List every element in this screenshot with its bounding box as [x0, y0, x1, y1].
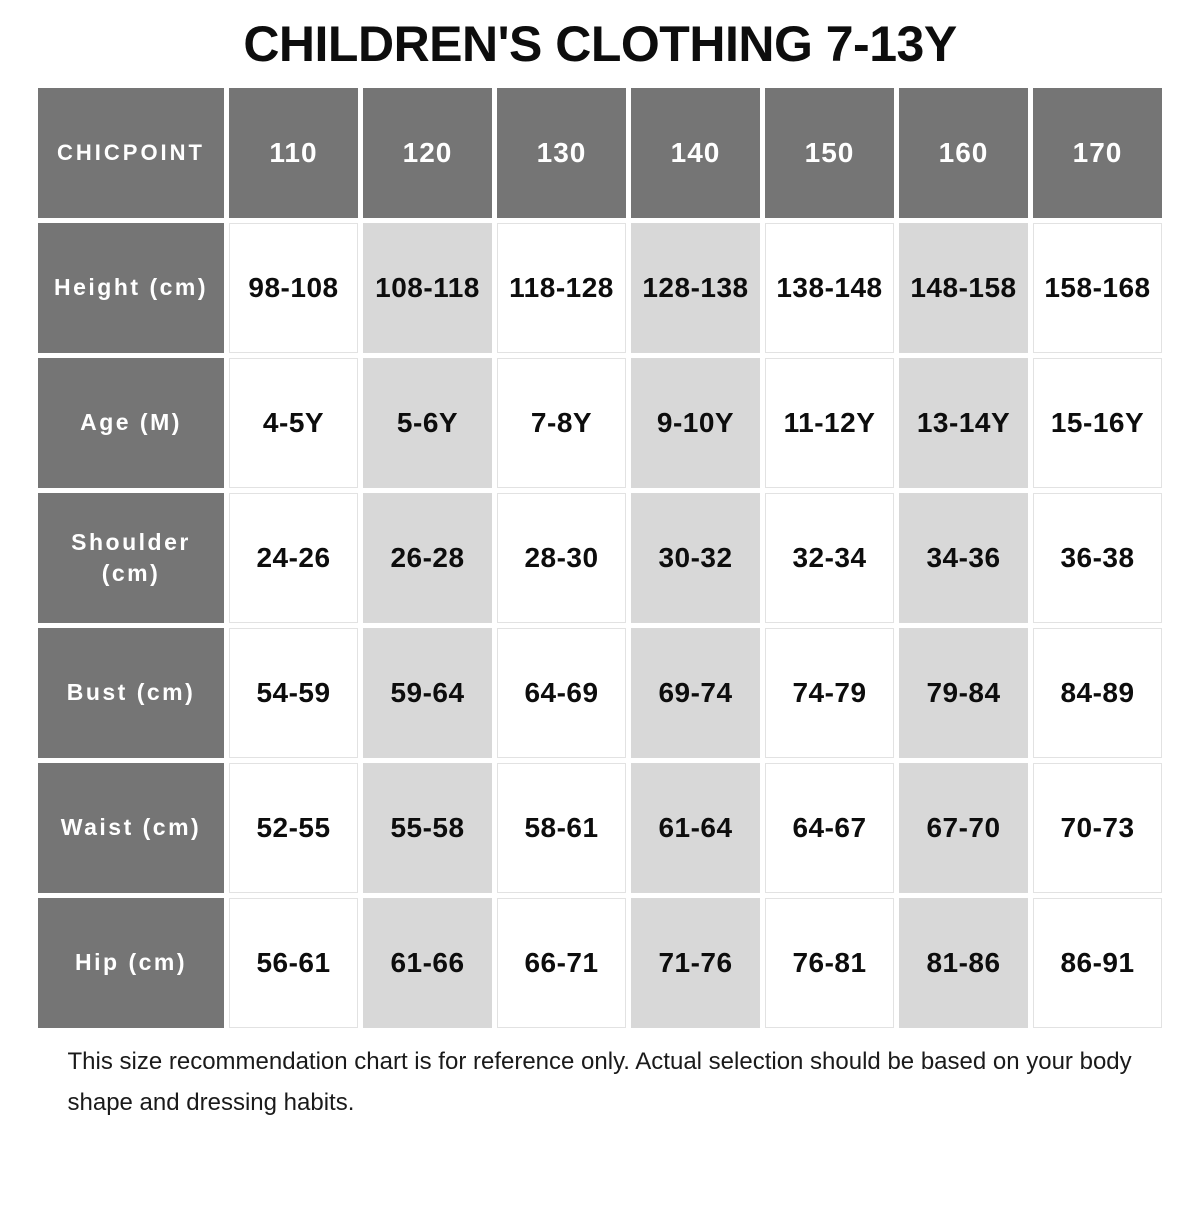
size-cell: 79-84: [899, 628, 1028, 758]
brand-header-cell: CHICPOINT: [38, 88, 224, 218]
row-label: Age (M): [38, 358, 224, 488]
size-cell: 5-6Y: [363, 358, 492, 488]
size-cell: 61-64: [631, 763, 760, 893]
row-label: Height (cm): [38, 223, 224, 353]
page-title: CHILDREN'S CLOTHING 7-13Y: [243, 16, 957, 72]
size-cell: 118-128: [497, 223, 626, 353]
size-cell: 64-67: [765, 763, 894, 893]
column-header-160: 160: [899, 88, 1028, 218]
size-cell: 55-58: [363, 763, 492, 893]
size-cell: 11-12Y: [765, 358, 894, 488]
size-cell: 71-76: [631, 898, 760, 1028]
size-cell: 28-30: [497, 493, 626, 623]
size-cell: 34-36: [899, 493, 1028, 623]
size-cell: 76-81: [765, 898, 894, 1028]
size-cell: 52-55: [229, 763, 358, 893]
size-cell: 7-8Y: [497, 358, 626, 488]
column-header-170: 170: [1033, 88, 1162, 218]
size-cell: 58-61: [497, 763, 626, 893]
size-cell: 56-61: [229, 898, 358, 1028]
size-cell: 32-34: [765, 493, 894, 623]
size-cell: 67-70: [899, 763, 1028, 893]
size-cell: 98-108: [229, 223, 358, 353]
column-header-140: 140: [631, 88, 760, 218]
size-cell: 148-158: [899, 223, 1028, 353]
column-header-120: 120: [363, 88, 492, 218]
row-label: Shoulder (cm): [38, 493, 224, 623]
size-cell: 30-32: [631, 493, 760, 623]
size-cell: 54-59: [229, 628, 358, 758]
row-label: Hip (cm): [38, 898, 224, 1028]
size-cell: 138-148: [765, 223, 894, 353]
size-cell: 81-86: [899, 898, 1028, 1028]
size-cell: 86-91: [1033, 898, 1162, 1028]
size-cell: 84-89: [1033, 628, 1162, 758]
size-cell: 158-168: [1033, 223, 1162, 353]
size-cell: 69-74: [631, 628, 760, 758]
size-cell: 26-28: [363, 493, 492, 623]
size-cell: 24-26: [229, 493, 358, 623]
size-cell: 36-38: [1033, 493, 1162, 623]
row-label: Waist (cm): [38, 763, 224, 893]
row-label: Bust (cm): [38, 628, 224, 758]
disclaimer-text: This size recommendation chart is for re…: [67, 1048, 1132, 1116]
size-cell: 13-14Y: [899, 358, 1028, 488]
size-cell: 61-66: [363, 898, 492, 1028]
size-cell: 66-71: [497, 898, 626, 1028]
column-header-130: 130: [497, 88, 626, 218]
size-chart-table: CHICPOINT 110 120 130 140 150 160 170 Height (cm…: [38, 88, 1162, 1028]
size-cell: 108-118: [363, 223, 492, 353]
size-cell: 74-79: [765, 628, 894, 758]
column-header-110: 110: [229, 88, 358, 218]
size-cell: 70-73: [1033, 763, 1162, 893]
size-cell: 15-16Y: [1033, 358, 1162, 488]
size-cell: 128-138: [631, 223, 760, 353]
column-header-150: 150: [765, 88, 894, 218]
size-cell: 9-10Y: [631, 358, 760, 488]
size-cell: 4-5Y: [229, 358, 358, 488]
size-cell: 59-64: [363, 628, 492, 758]
size-cell: 64-69: [497, 628, 626, 758]
